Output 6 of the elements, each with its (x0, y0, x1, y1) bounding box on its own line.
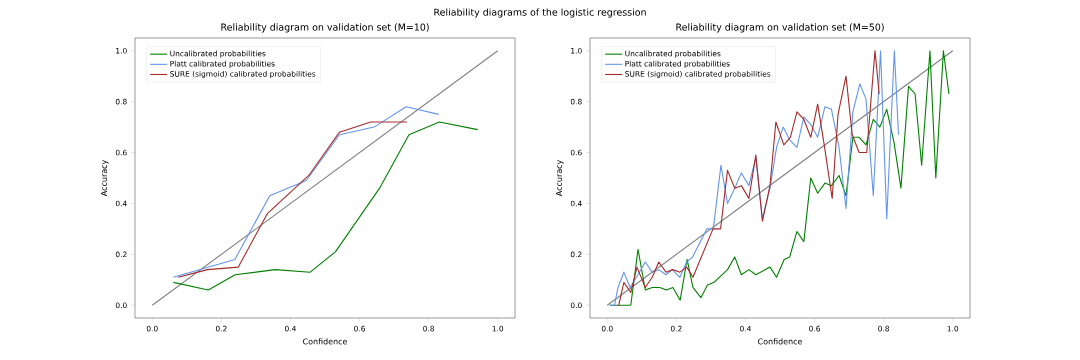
line-series (172, 106, 440, 278)
text: Reliability diagrams of the logistic regression (434, 8, 646, 18)
line-series (177, 121, 408, 278)
chart-title: Reliability diagram on validation set (M=10) (221, 23, 429, 33)
line-series (172, 121, 479, 291)
chart-title: Reliability diagram on validation set (M=50) (676, 23, 884, 33)
